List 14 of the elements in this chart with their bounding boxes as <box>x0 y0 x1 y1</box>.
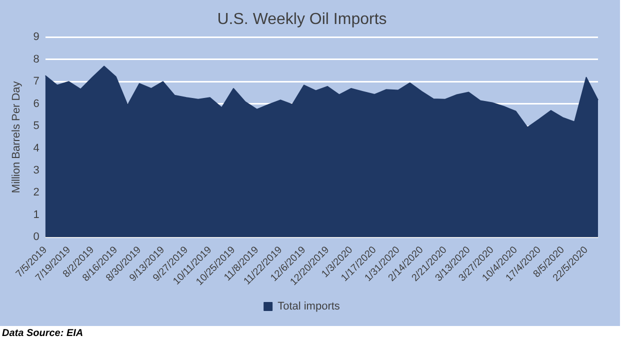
y-tick-label: 2 <box>33 186 40 199</box>
source-note: Data Source: EIA <box>2 328 84 339</box>
y-tick-label: 7 <box>33 76 40 88</box>
y-tick-label: 3 <box>33 164 40 177</box>
y-tick-label: 5 <box>33 120 40 132</box>
legend-label: Total imports <box>278 300 340 313</box>
y-tick-label: 8 <box>33 53 40 66</box>
y-tick-label: 0 <box>33 231 40 244</box>
y-tick-label: 4 <box>33 142 40 154</box>
y-axis-title: Million Barrels Per Day <box>10 80 23 194</box>
y-tick-label: 9 <box>33 31 40 44</box>
y-tick-label: 1 <box>33 208 40 221</box>
y-tick-label: 6 <box>33 98 40 110</box>
chart-title: U.S. Weekly Oil Imports <box>217 11 387 28</box>
